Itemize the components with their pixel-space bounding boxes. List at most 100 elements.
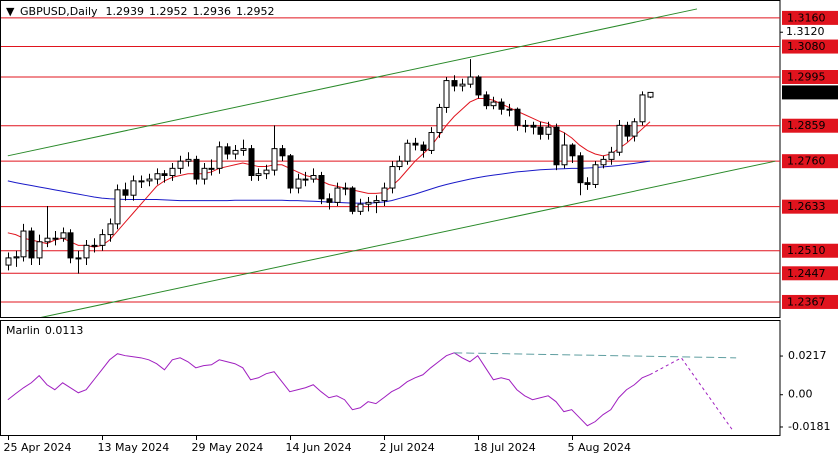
- chart-title: GBPUSD,Daily 1.2939 1.2952 1.2936 1.2952: [20, 5, 275, 18]
- candle-body: [177, 160, 184, 169]
- oscillator-signal: [454, 352, 737, 359]
- frame: [0, 0, 781, 436]
- level-label-box: [782, 70, 838, 84]
- candle-body: [67, 232, 74, 259]
- oscillator-last: 0.0113: [45, 324, 84, 337]
- candle-body: [263, 169, 270, 175]
- level-label-box: [782, 266, 838, 281]
- current-price-label: 1.2952: [787, 86, 826, 99]
- candle-body: [357, 203, 364, 212]
- oscillator-plot: [7, 352, 737, 430]
- x-tick-label: 25 Apr 2024: [4, 441, 72, 454]
- candle-body: [193, 158, 200, 180]
- candle-body: [326, 198, 333, 203]
- level-label-box: [782, 154, 838, 169]
- level-label: 1.2633: [787, 200, 826, 213]
- candle-body: [577, 155, 584, 184]
- candle-body: [310, 175, 317, 180]
- candle-body: [584, 182, 591, 185]
- candle-body: [647, 91, 654, 98]
- level-label: 1.3160: [787, 11, 826, 24]
- level-label: 1.2510: [787, 244, 826, 257]
- level-label: 1.2367: [787, 295, 826, 308]
- candle-body: [428, 132, 435, 151]
- candle-body: [232, 149, 239, 155]
- header-high: 1.2952: [149, 5, 188, 18]
- candle-body: [498, 101, 505, 110]
- x-tick-label: 29 May 2024: [192, 441, 264, 454]
- candle-body: [161, 173, 168, 177]
- candle-body: [146, 178, 153, 182]
- candle-body: [334, 187, 341, 203]
- header-arrow: ▼: [6, 5, 15, 18]
- candle-body: [122, 189, 129, 196]
- current-price-box: [782, 85, 838, 100]
- candle-body: [631, 121, 638, 137]
- candle-body: [592, 164, 599, 185]
- candle-body: [373, 200, 380, 203]
- candle-body: [451, 80, 458, 87]
- candle-body: [91, 244, 98, 247]
- candle-body: [404, 142, 411, 162]
- oscillator-tick-label: 0.00: [788, 388, 813, 401]
- level-label-box: [782, 118, 838, 133]
- candle-body: [349, 187, 356, 212]
- header-open: 1.2939: [106, 5, 145, 18]
- candle-body: [624, 124, 631, 137]
- level-label-box: [782, 294, 838, 309]
- candle-body: [396, 160, 403, 168]
- candle-body: [389, 166, 396, 189]
- candle-body: [553, 126, 560, 166]
- candle-body: [483, 94, 490, 107]
- candle-body: [248, 148, 255, 177]
- candle-body: [318, 175, 325, 200]
- candle-body: [569, 144, 576, 157]
- candle-body: [208, 167, 215, 170]
- candle-body: [365, 201, 372, 205]
- candle-body: [114, 189, 121, 225]
- candle-body: [36, 241, 43, 259]
- candle-body: [279, 148, 286, 157]
- price-plot: [1, 8, 780, 317]
- level-label-box: [782, 243, 838, 258]
- candle-body: [514, 108, 521, 126]
- channel-line: [7, 8, 698, 157]
- oscillator-panel-frame: [0, 320, 781, 436]
- oscillator-tick-label: 0.0217: [788, 349, 827, 362]
- candle-body: [537, 126, 544, 135]
- candle-body: [616, 124, 623, 153]
- candle-body: [287, 155, 294, 189]
- candle-body: [639, 94, 646, 123]
- x-tick-label: 13 May 2024: [98, 441, 170, 454]
- level-label-box: [782, 199, 838, 214]
- x-tick-label: 18 Jul 2024: [474, 441, 536, 454]
- candle-body: [522, 124, 529, 127]
- level-label-box: [782, 10, 838, 25]
- candle-body: [28, 230, 35, 259]
- price-panel-frame: [0, 0, 781, 318]
- oscillator-line: [7, 352, 651, 427]
- candle-body: [436, 106, 443, 134]
- candle-body: [52, 237, 59, 240]
- candle-body: [99, 234, 106, 246]
- candle-body: [154, 173, 161, 180]
- candle-body: [185, 158, 192, 162]
- candle-body: [608, 151, 615, 160]
- candle-body: [107, 223, 114, 236]
- candle-body: [475, 76, 482, 96]
- oscillator-tick-label: -0.0181: [788, 420, 830, 433]
- candle-body: [443, 80, 450, 108]
- candle-body: [271, 148, 278, 171]
- candle-body: [295, 178, 302, 189]
- level-label: 1.2859: [787, 119, 826, 132]
- x-tick-label: 14 Jun 2024: [286, 441, 352, 454]
- channel-line: [40, 160, 776, 317]
- candle-body: [5, 257, 12, 266]
- level-label: 1.3080: [787, 40, 826, 53]
- candle-body: [302, 178, 309, 181]
- symbol: GBPUSD,Daily: [20, 5, 98, 18]
- candle-body: [412, 142, 419, 146]
- candle-body: [20, 230, 27, 258]
- candle-body: [420, 144, 427, 151]
